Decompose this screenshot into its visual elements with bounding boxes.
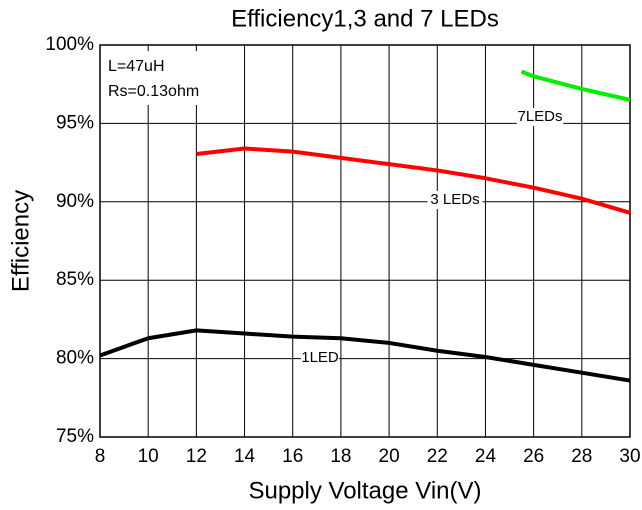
legend-label-bg bbox=[516, 108, 564, 126]
x-tick-label: 22 bbox=[427, 446, 448, 467]
x-tick-label: 14 bbox=[234, 446, 256, 467]
x-tick-label: 18 bbox=[330, 446, 351, 467]
y-tick-label: 90% bbox=[56, 191, 94, 212]
x-tick-label: 16 bbox=[282, 446, 303, 467]
y-tick-label: 80% bbox=[56, 348, 94, 369]
legend-label: 3 LEDs bbox=[430, 191, 479, 208]
x-axis-label: Supply Voltage Vin(V) bbox=[248, 477, 481, 504]
x-tick-label: 8 bbox=[95, 446, 106, 467]
y-tick-label: 100% bbox=[45, 34, 94, 55]
x-tick-label: 28 bbox=[571, 446, 592, 467]
annotation: L=47uH bbox=[108, 58, 165, 75]
y-tick-label: 85% bbox=[56, 269, 94, 290]
x-tick-label: 24 bbox=[475, 446, 497, 467]
series-line bbox=[99, 328, 631, 383]
series-line bbox=[520, 69, 631, 102]
x-tick-label: 20 bbox=[379, 446, 400, 467]
legend-label-bg bbox=[427, 191, 483, 209]
legend-label: 1LED bbox=[301, 349, 339, 366]
series-line bbox=[196, 146, 631, 215]
x-tick-label: 26 bbox=[523, 446, 544, 467]
plot-frame bbox=[99, 44, 631, 438]
x-tick-label: 10 bbox=[138, 446, 159, 467]
x-tick-label: 30 bbox=[619, 446, 640, 467]
x-tick-label: 12 bbox=[186, 446, 207, 467]
legend-label: 7LEDs bbox=[517, 108, 562, 125]
annotation: Rs=0.13ohm bbox=[108, 83, 199, 100]
y-axis-label: Efficiency bbox=[7, 190, 34, 292]
y-tick-label: 75% bbox=[56, 426, 94, 447]
y-tick-label: 95% bbox=[56, 112, 94, 133]
annotation-box bbox=[104, 51, 208, 105]
legend-label-bg bbox=[301, 349, 339, 367]
chart-title: Efficiency1,3 and 7 LEDs bbox=[231, 5, 499, 32]
